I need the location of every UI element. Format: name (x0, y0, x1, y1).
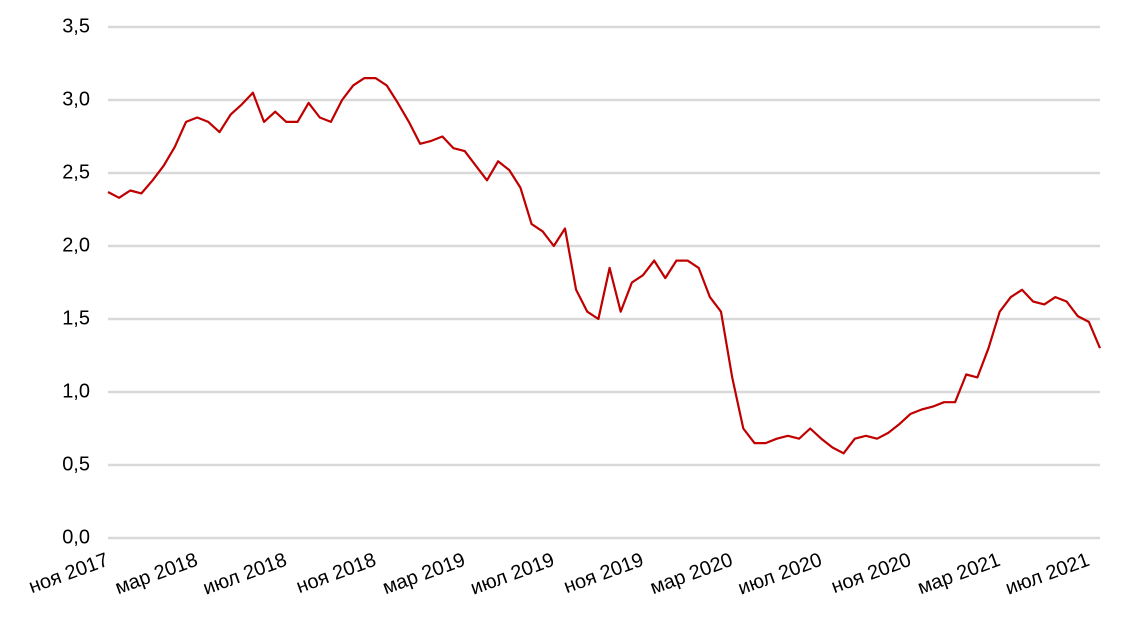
y-tick-label: 0,5 (62, 453, 90, 475)
y-tick-label: 3,0 (62, 88, 90, 110)
x-tick-label: мар 2018 (112, 549, 200, 599)
x-tick-label: июл 2019 (468, 549, 558, 600)
y-tick-label: 2,5 (62, 161, 90, 183)
x-tick-label: мар 2020 (647, 549, 735, 599)
line-series (107, 77, 1102, 455)
x-tick-label: ноя 2017 (26, 549, 112, 598)
y-tick-label: 0,0 (62, 526, 90, 548)
x-tick-label: ноя 2020 (828, 549, 914, 598)
y-tick-label: 1,5 (62, 307, 90, 329)
y-tick-label: 3,5 (62, 15, 90, 37)
x-tick-label: июл 2021 (1003, 549, 1093, 600)
x-tick-label: июл 2020 (735, 549, 825, 600)
x-tick-label: ноя 2018 (293, 549, 379, 598)
y-tick-label: 2,0 (62, 234, 90, 256)
x-tick-label: мар 2021 (915, 549, 1003, 599)
y-tick-label: 1,0 (62, 380, 90, 402)
x-tick-label: мар 2019 (380, 549, 468, 599)
x-tick-label: ноя 2019 (561, 549, 647, 598)
x-tick-label: июл 2018 (200, 549, 290, 600)
